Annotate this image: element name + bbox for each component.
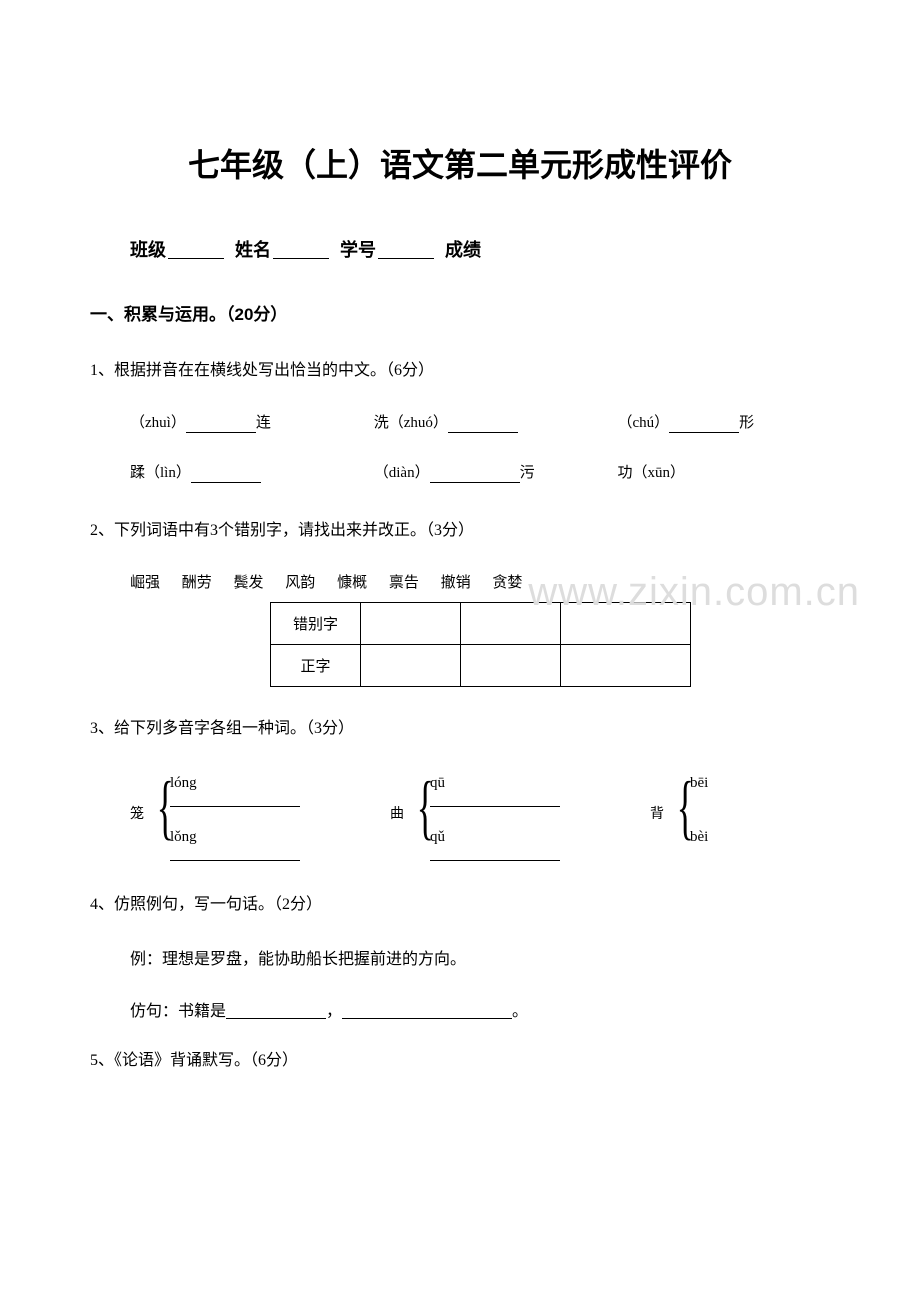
q3-g3-top: bēi [690,775,708,791]
q3-g1-top-blank[interactable] [170,806,300,807]
q3-polyphones: 笼 { lóng lǒng 曲 { qū qǔ 背 { bēi bèi [90,769,830,859]
label-name: 姓名 [235,240,271,260]
q2-wrong-cell[interactable] [361,603,461,645]
q2-word: 鬓发 [234,575,264,591]
q4-example: 例：理想是罗盘，能协助船长把握前进的方向。 [90,945,830,969]
q3-g2-top: qū [430,775,445,791]
q1-r1b-prefix: 洗（zhuó） [374,415,448,431]
q1-r2b-blank[interactable] [430,482,520,483]
q3-g1-top: lóng [170,775,197,791]
q3-g3-char: 背 [650,803,664,823]
q2-text: 2、下列词语中有3个错别字，请找出来并改正。（3分） [90,519,830,543]
q2-word: 撤销 [441,575,471,591]
q1-r2a-prefix: 蹂（lìn） [130,465,191,481]
table-row: 正字 [271,645,691,687]
q3-g2-top-blank[interactable] [430,806,560,807]
q2-wrong-label: 错别字 [271,603,361,645]
label-score: 成绩 [445,240,481,260]
q2-word: 酬劳 [182,575,212,591]
q2-word: 贪婪 [492,575,522,591]
q1-r1a-suffix: 连 [256,415,271,431]
q2-table: 错别字 正字 [270,602,691,687]
student-info-line: 班级 姓名 学号 成绩 [90,236,830,262]
table-row: 错别字 [271,603,691,645]
q4-blank-2[interactable] [342,1018,512,1019]
q1-r1c-suffix: 形 [739,415,754,431]
q1-r2b-suffix: 污 [520,465,535,481]
q2-correct-label: 正字 [271,645,361,687]
q2-correct-cell[interactable] [561,645,691,687]
q1-row2: 蹂（lìn） （diàn） 污 功（xūn） [90,461,830,485]
q2-word: 风韵 [285,575,315,591]
q3-g2-bot-blank[interactable] [430,860,560,861]
q1-r2b-pinyin: （diàn） [374,465,430,481]
q2-word: 慷概 [337,575,367,591]
blank-id[interactable] [378,258,434,259]
q3-g2-bot: qǔ [430,829,445,845]
q1-r1c-pinyin: （chú） [618,415,670,431]
label-id: 学号 [340,240,376,260]
q2-wrong-cell[interactable] [561,603,691,645]
q1-r1a-pinyin: （zhuì） [130,415,186,431]
q2-correct-cell[interactable] [461,645,561,687]
q4-blank-1[interactable] [226,1018,326,1019]
q2-wrong-cell[interactable] [461,603,561,645]
q2-words: 崛强 酬劳 鬓发 风韵 慷概 禀告 撤销 贪婪 [90,571,830,592]
blank-name[interactable] [273,258,329,259]
q1-r2a-blank[interactable] [191,482,261,483]
q3-g1-bot-blank[interactable] [170,860,300,861]
q4-text: 4、仿照例句，写一句话。（2分） [90,893,830,917]
q3-g1-bot: lǒng [170,829,197,845]
q4-stem-line: 仿句：书籍是 ， 。 [90,997,830,1021]
q4-stem: 仿句：书籍是 [130,1003,226,1020]
q2-word: 崛强 [130,575,160,591]
q3-g3-bot: bèi [690,829,708,845]
q3-g1-char: 笼 [130,803,144,823]
q3-g2-char: 曲 [390,803,404,823]
page-title: 七年级（上）语文第二单元形成性评价 [90,140,830,186]
q1-r1a-blank[interactable] [186,432,256,433]
q3-text: 3、给下列多音字各组一种词。（3分） [90,717,830,741]
q1-r1c-blank[interactable] [669,432,739,433]
q4-sep: ， [326,1003,342,1020]
q2-correct-cell[interactable] [361,645,461,687]
q1-r2c-prefix: 功（xūn） [618,465,686,481]
q1-row1: （zhuì） 连 洗（zhuó） （chú） 形 [90,411,830,435]
q1-r1b-blank[interactable] [448,432,518,433]
label-class: 班级 [130,240,166,260]
blank-class[interactable] [168,258,224,259]
q1-text: 1、根据拼音在在横线处写出恰当的中文。（6分） [90,359,830,383]
q5-text: 5、《论语》背诵默写。（6分） [90,1049,830,1073]
section-1-heading: 一、积累与运用。（20分） [90,300,830,325]
q4-end: 。 [512,1003,528,1020]
q2-word: 禀告 [389,575,419,591]
